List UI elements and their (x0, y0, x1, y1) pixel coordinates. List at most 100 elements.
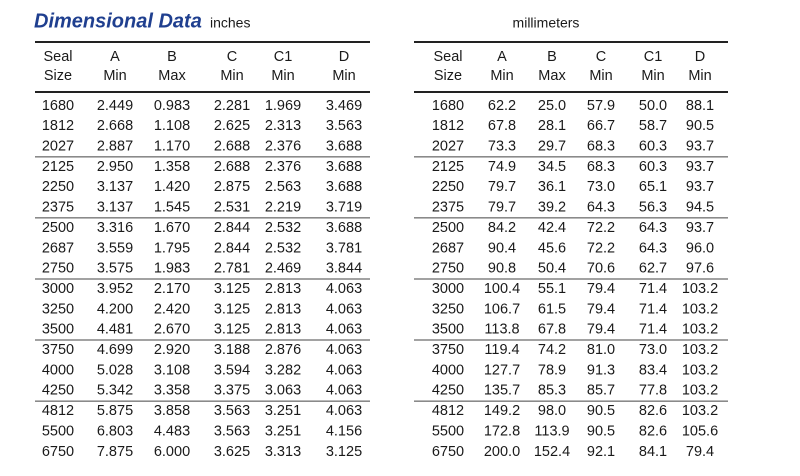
cell: 2.313 (265, 118, 301, 134)
cell: 42.4 (538, 220, 566, 236)
column-header: B (167, 49, 177, 65)
cell: 2.950 (97, 159, 133, 175)
cell: 81.0 (587, 342, 615, 358)
cell: 73.3 (488, 139, 516, 155)
cell: 3.563 (214, 423, 250, 439)
cell: 3.063 (265, 383, 301, 399)
units-label: millimeters (513, 15, 580, 31)
cell: 1.670 (154, 220, 190, 236)
cell: 2.563 (265, 179, 301, 195)
cell: 2027 (432, 139, 464, 155)
cell: 5.028 (97, 362, 133, 378)
cell: 73.0 (587, 179, 615, 195)
cell: 200.0 (484, 444, 520, 460)
cell: 78.9 (538, 362, 566, 378)
cell: 60.3 (639, 139, 667, 155)
cell: 2.813 (265, 301, 301, 317)
cell: 2250 (42, 179, 74, 195)
cell: 98.0 (538, 403, 566, 419)
cell: 82.6 (639, 423, 667, 439)
column-header: C1 (644, 49, 663, 65)
cell: 3.688 (326, 220, 362, 236)
cell: 3500 (432, 322, 464, 338)
cell: 56.3 (639, 200, 667, 216)
cell: 152.4 (534, 444, 570, 460)
column-header: Max (538, 68, 566, 84)
cell: 149.2 (484, 403, 520, 419)
cell: 2.844 (214, 240, 250, 256)
cell: 2027 (42, 139, 74, 155)
cell: 2.844 (214, 220, 250, 236)
cell: 61.5 (538, 301, 566, 317)
cell: 2.376 (265, 159, 301, 175)
cell: 2.376 (265, 139, 301, 155)
cell: 71.4 (639, 301, 667, 317)
cell: 4250 (432, 383, 464, 399)
cell: 45.6 (538, 240, 566, 256)
cell: 3.625 (214, 444, 250, 460)
cell: 4.200 (97, 301, 133, 317)
cell: 90.5 (587, 403, 615, 419)
cell: 82.6 (639, 403, 667, 419)
cell: 4.483 (154, 423, 190, 439)
cell: 79.7 (488, 179, 516, 195)
cell: 85.3 (538, 383, 566, 399)
cell: 3.375 (214, 383, 250, 399)
cell: 2.670 (154, 322, 190, 338)
cell: 3.316 (97, 220, 133, 236)
cell: 65.1 (639, 179, 667, 195)
cell: 2.668 (97, 118, 133, 134)
cell: 3.125 (214, 281, 250, 297)
cell: 3.719 (326, 200, 362, 216)
cell: 2.219 (265, 200, 301, 216)
cell: 88.1 (686, 98, 714, 114)
cell: 119.4 (484, 342, 519, 358)
cell: 2687 (432, 240, 464, 256)
cell: 79.4 (587, 301, 615, 317)
column-header: Max (158, 68, 186, 84)
cell: 3.575 (97, 261, 133, 277)
cell: 3.563 (326, 118, 362, 134)
cell: 93.7 (686, 220, 714, 236)
cell: 92.1 (587, 444, 615, 460)
cell: 2500 (432, 220, 464, 236)
cell: 72.2 (587, 220, 615, 236)
cell: 2500 (42, 220, 74, 236)
cell: 1812 (42, 118, 74, 134)
cell: 103.2 (682, 281, 718, 297)
cell: 1812 (432, 118, 464, 134)
cell: 4250 (42, 383, 74, 399)
cell: 3.313 (265, 444, 301, 460)
cell: 4.063 (326, 403, 362, 419)
cell: 4812 (42, 403, 74, 419)
cell: 7.875 (97, 444, 133, 460)
cell: 79.4 (587, 281, 615, 297)
cell: 2250 (432, 179, 464, 195)
cell: 4.063 (326, 322, 362, 338)
column-header: Size (434, 68, 462, 84)
cell: 3.952 (97, 281, 133, 297)
cell: 1.969 (265, 98, 301, 114)
cell: 60.3 (639, 159, 667, 175)
cell: 103.2 (682, 322, 718, 338)
cell: 3250 (432, 301, 464, 317)
cell: 66.7 (587, 118, 615, 134)
cell: 2375 (42, 200, 74, 216)
cell: 50.0 (639, 98, 667, 114)
cell: 2.813 (265, 322, 301, 338)
cell: 3.781 (326, 240, 362, 256)
cell: 2.170 (154, 281, 190, 297)
cell: 2.688 (214, 139, 250, 155)
cell: 2.875 (214, 179, 250, 195)
cell: 2750 (432, 261, 464, 277)
cell: 4.063 (326, 362, 362, 378)
cell: 57.9 (587, 98, 615, 114)
cell: 73.0 (639, 342, 667, 358)
cell: 2.449 (97, 98, 133, 114)
cell: 97.6 (686, 261, 714, 277)
cell: 29.7 (538, 139, 566, 155)
cell: 4812 (432, 403, 464, 419)
cell: 105.6 (682, 423, 718, 439)
column-header: Seal (43, 49, 72, 65)
